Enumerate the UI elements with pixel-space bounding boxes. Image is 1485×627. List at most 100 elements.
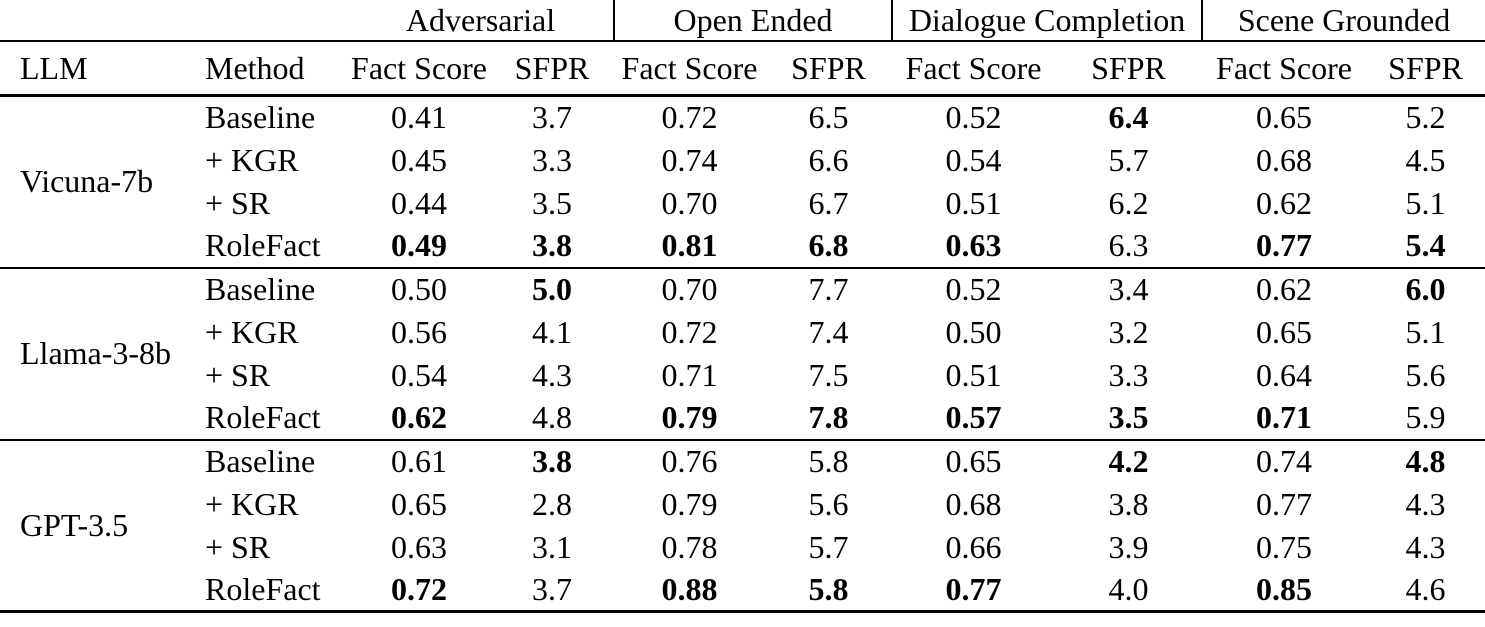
value-cell: 0.44	[391, 184, 447, 221]
value-cell: 0.79	[661, 485, 718, 522]
table-row: + KGR 0.65 2.8 0.79 5.6 0.68 3.8 0.77 4.3	[0, 483, 1485, 526]
value-cell: 4.8	[532, 399, 572, 435]
value-cell: 5.6	[808, 485, 849, 522]
value-cell: 4.3	[1405, 528, 1446, 565]
column-header-fact-score-scene-grounded: Fact Score	[1202, 41, 1367, 97]
value-cell: 0.63	[391, 528, 447, 565]
value-cell: 0.65	[945, 443, 1002, 479]
value-cell: 3.8	[532, 443, 572, 479]
value-cell: 0.68	[1256, 141, 1313, 178]
value-cell: 0.51	[945, 356, 1002, 393]
value-cell: 3.4	[1108, 271, 1149, 307]
value-cell: 0.71	[661, 356, 718, 393]
value-cell: 0.52	[945, 271, 1002, 307]
value-cell: 0.85	[1256, 570, 1313, 607]
value-cell: 4.5	[1405, 141, 1446, 178]
value-cell: 0.78	[661, 528, 718, 565]
value-cell: 0.71	[1256, 399, 1313, 435]
value-cell: 5.8	[808, 570, 849, 607]
group-header-open-ended: Open Ended	[613, 0, 893, 42]
value-cell: 0.50	[945, 313, 1002, 350]
value-cell: 6.2	[1108, 184, 1149, 221]
method-name: + KGR	[205, 313, 299, 350]
column-header-row: LLM Method Fact Score SFPR Fact Score SF…	[0, 41, 1485, 97]
value-cell: 3.8	[532, 227, 572, 263]
value-cell: 0.72	[391, 570, 447, 607]
value-cell: 5.7	[1108, 141, 1149, 178]
group-header-spacer	[0, 0, 348, 42]
column-header-fact-score-dialogue-completion: Fact Score	[892, 41, 1056, 97]
value-cell: 4.8	[1405, 443, 1446, 479]
value-cell: 0.54	[945, 141, 1002, 178]
value-cell: 0.77	[945, 570, 1002, 607]
table-row: Vicuna-7b Baseline 0.41 3.7 0.72 6.5 0.52 6.4 0.…	[0, 96, 1485, 199]
value-cell: 0.62	[391, 399, 447, 435]
table-row: RoleFact 0.49 3.8 0.81 6.8 0.63 6.3 0.77 5.4	[0, 225, 1485, 268]
value-cell: 0.81	[661, 227, 718, 263]
value-cell: 0.41	[391, 99, 447, 136]
value-cell: 0.70	[661, 184, 718, 221]
results-table: Adversarial Open Ended Dialogue Completi…	[0, 0, 1485, 613]
value-cell: 0.65	[1256, 99, 1313, 136]
table-row: + SR 0.54 4.3 0.71 7.5 0.51 3.3 0.64 5.6	[0, 354, 1485, 397]
method-name: + SR	[205, 356, 271, 393]
method-name: + SR	[205, 528, 271, 565]
value-cell: 0.56	[391, 313, 447, 350]
llm-name: Llama-3-8b	[20, 335, 172, 371]
group-header-row: Adversarial Open Ended Dialogue Completi…	[0, 0, 1485, 42]
value-cell: 6.8	[808, 227, 849, 263]
value-cell: 5.9	[1405, 399, 1446, 435]
value-cell: 0.62	[1256, 271, 1313, 307]
table-row: + SR 0.63 3.1 0.78 5.7 0.66 3.9 0.75 4.3	[0, 526, 1485, 569]
value-cell: 7.5	[808, 356, 849, 393]
value-cell: 7.4	[808, 313, 849, 350]
value-cell: 0.74	[1256, 443, 1313, 479]
value-cell: 4.3	[532, 356, 572, 393]
value-cell: 4.1	[532, 313, 572, 350]
value-cell: 5.8	[808, 443, 849, 479]
column-header-sfpr-adversarial: SFPR	[490, 41, 615, 97]
value-cell: 3.7	[532, 570, 572, 607]
value-cell: 3.5	[532, 184, 572, 221]
value-cell: 4.6	[1405, 570, 1446, 607]
value-cell: 0.66	[945, 528, 1002, 565]
value-cell: 4.2	[1108, 443, 1149, 479]
column-header-fact-score-open-ended: Fact Score	[614, 41, 766, 97]
value-cell: 5.6	[1405, 356, 1446, 393]
value-cell: 6.6	[808, 141, 849, 178]
table-row: Llama-3-8b Baseline 0.50 5.0 0.70 7.7 0.52 3.4 0…	[0, 268, 1485, 371]
column-header-sfpr-dialogue-completion: SFPR	[1055, 41, 1203, 97]
value-cell: 3.9	[1108, 528, 1149, 565]
method-name: Baseline	[205, 99, 316, 136]
value-cell: 3.3	[532, 141, 572, 178]
value-cell: 2.8	[532, 485, 572, 522]
value-cell: 0.76	[661, 443, 718, 479]
group-header-scene-grounded: Scene Grounded	[1201, 0, 1485, 42]
table-row: + SR 0.44 3.5 0.70 6.7 0.51 6.2 0.62 5.1	[0, 182, 1485, 225]
value-cell: 5.0	[532, 271, 572, 307]
value-cell: 0.50	[391, 271, 447, 307]
value-cell: 5.1	[1405, 184, 1446, 221]
method-name: + KGR	[205, 485, 299, 522]
column-header-fact-score-adversarial: Fact Score	[348, 41, 490, 97]
value-cell: 0.79	[661, 399, 718, 435]
value-cell: 0.52	[945, 99, 1002, 136]
group-header-dialogue-completion: Dialogue Completion	[891, 0, 1203, 42]
value-cell: 7.8	[808, 399, 849, 435]
value-cell: 0.49	[391, 227, 447, 263]
value-cell: 0.64	[1256, 356, 1313, 393]
value-cell: 3.3	[1108, 356, 1149, 393]
value-cell: 6.5	[808, 99, 849, 136]
value-cell: 3.7	[532, 99, 572, 136]
method-name: + SR	[205, 184, 271, 221]
column-header-llm: LLM	[0, 41, 185, 97]
value-cell: 5.7	[808, 528, 849, 565]
method-name: RoleFact	[205, 570, 321, 607]
column-header-sfpr-scene-grounded: SFPR	[1366, 41, 1485, 97]
value-cell: 0.88	[661, 570, 718, 607]
method-name: + KGR	[205, 141, 299, 178]
value-cell: 4.0	[1108, 570, 1149, 607]
value-cell: 0.74	[661, 141, 718, 178]
value-cell: 0.57	[945, 399, 1002, 435]
value-cell: 0.51	[945, 184, 1002, 221]
